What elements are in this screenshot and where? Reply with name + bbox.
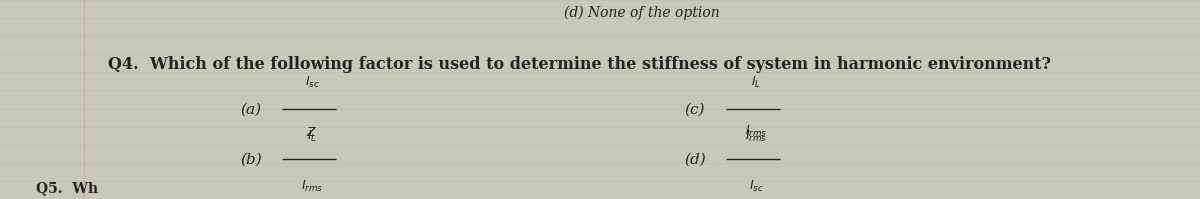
Text: $I_L$: $I_L$ [751, 74, 761, 90]
Text: Q5.  Wh: Q5. Wh [36, 181, 98, 195]
Text: $I_{rms}$: $I_{rms}$ [301, 179, 323, 194]
Text: $Z$: $Z$ [306, 126, 318, 139]
Text: $I_{sc}$: $I_{sc}$ [305, 74, 319, 90]
Text: (c): (c) [684, 102, 704, 116]
Text: (d) None of the option: (d) None of the option [564, 6, 720, 20]
Text: Q4.  Which of the following factor is used to determine the stiffness of system : Q4. Which of the following factor is use… [108, 56, 1051, 73]
Text: (a): (a) [240, 102, 262, 116]
Text: $I_L$: $I_L$ [307, 129, 317, 144]
Text: (d): (d) [684, 152, 706, 166]
Text: $I_{rms}$: $I_{rms}$ [745, 129, 767, 144]
Text: (b): (b) [240, 152, 262, 166]
Text: $I_{rms}$: $I_{rms}$ [745, 124, 767, 139]
Text: $I_{sc}$: $I_{sc}$ [749, 179, 763, 194]
